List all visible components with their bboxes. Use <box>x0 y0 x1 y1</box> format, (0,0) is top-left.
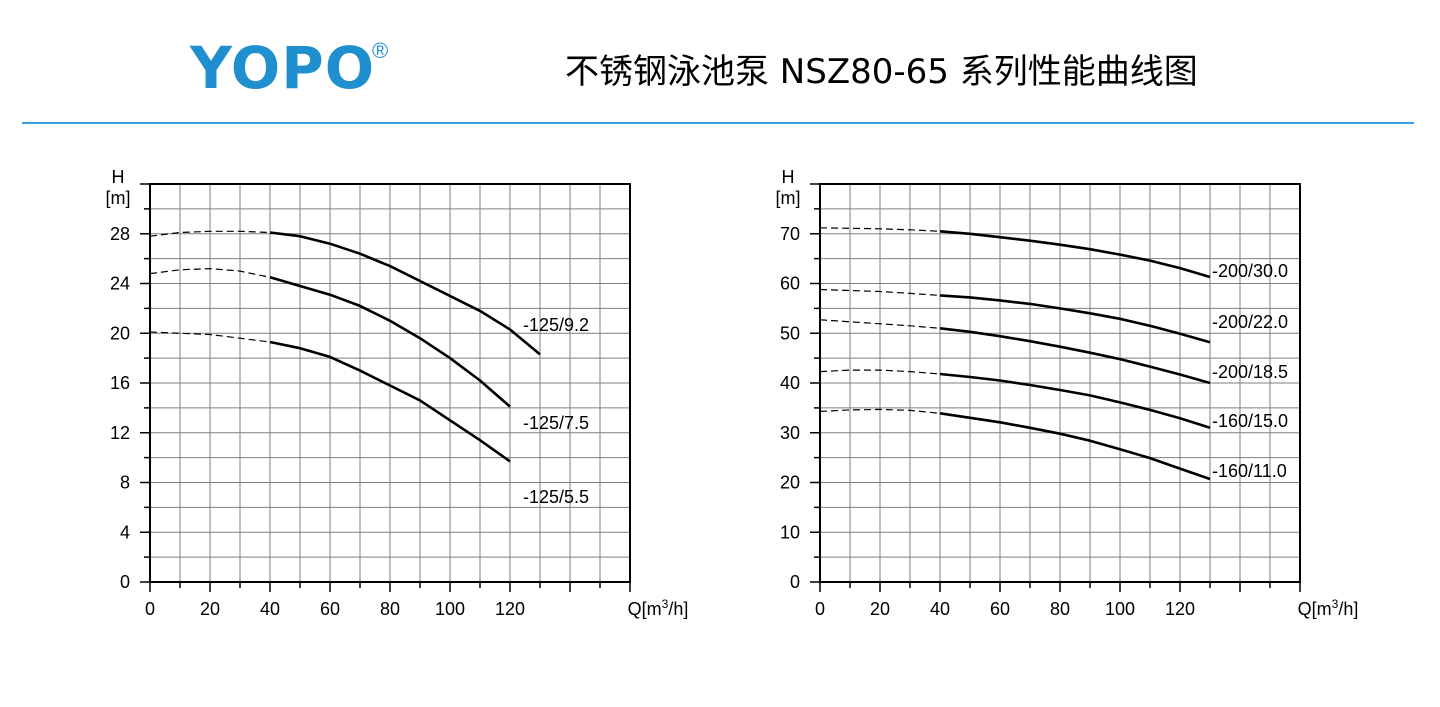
grid <box>150 184 630 582</box>
series-line-dashed <box>149 230 271 237</box>
logo-text: YOPO <box>190 34 376 102</box>
y-tick-label: 4 <box>120 522 130 542</box>
y-tick-label: 8 <box>120 473 130 493</box>
series-200-22-0 <box>819 288 1211 344</box>
y-tick-label: 30 <box>780 423 800 443</box>
series-line <box>269 231 541 356</box>
y-axis-label: H <box>112 167 125 187</box>
series-line-dashed <box>819 408 941 414</box>
brand-logo: YOPO ® <box>190 38 388 98</box>
x-axis-label: Q[m3/h] <box>628 597 689 619</box>
y-tick-label: 20 <box>780 473 800 493</box>
header-divider <box>22 122 1414 124</box>
y-tick-label: 28 <box>110 224 130 244</box>
series-label: -125/9.2 <box>523 315 589 335</box>
x-tick-label: 20 <box>200 599 220 619</box>
series-line-dashed <box>149 267 271 278</box>
x-tick-label: 40 <box>260 599 280 619</box>
x-tick-label: 120 <box>495 599 525 619</box>
series-line <box>939 294 1211 344</box>
y-tick-label: 24 <box>110 274 130 294</box>
chart-left: 0 20 40 60 80 100 120 0 4 8 12 16 20 24 28 H[m] Q[m3/h] -… <box>106 167 689 619</box>
x-tick-label: 0 <box>815 599 825 619</box>
series-line-dashed <box>149 331 271 343</box>
series-line-dashed <box>819 319 941 329</box>
registered-mark-icon: ® <box>372 38 389 63</box>
x-axis-label-part: /h] <box>1338 599 1358 619</box>
x-tick-label: 20 <box>870 599 890 619</box>
x-tick-label: 40 <box>930 599 950 619</box>
series-line-dashed <box>819 227 941 232</box>
series-label: -125/7.5 <box>523 413 589 433</box>
series-label: -200/22.0 <box>1212 312 1288 332</box>
y-tick-label: 0 <box>790 572 800 592</box>
x-tick-label: 0 <box>145 599 155 619</box>
x-axis-label-part: Q[m <box>628 599 662 619</box>
series-line <box>939 372 1211 430</box>
series-125-7-5 <box>149 267 511 408</box>
x-axis-label-sup: 3 <box>1332 597 1339 611</box>
y-tick-label: 12 <box>110 423 130 443</box>
x-tick-label: 120 <box>1165 599 1195 619</box>
y-axis-label: H <box>782 167 795 187</box>
series-160-15-0 <box>819 369 1211 430</box>
y-axis-unit: [m] <box>776 188 801 208</box>
y-tick-label: 70 <box>780 224 800 244</box>
series-line <box>269 340 511 463</box>
series-label: -200/18.5 <box>1212 362 1288 382</box>
series-125-5-5 <box>149 331 511 463</box>
series-label: -125/5.5 <box>523 487 589 507</box>
x-tick-label: 80 <box>1050 599 1070 619</box>
series-160-11-0 <box>819 408 1211 481</box>
series-line-dashed <box>819 369 941 375</box>
series-200-30-0 <box>819 227 1211 279</box>
x-axis-label: Q[m3/h] <box>1298 597 1359 619</box>
x-tick-label: 80 <box>380 599 400 619</box>
y-tick-label: 60 <box>780 274 800 294</box>
page-title: 不锈钢泳池泵 NSZ80-65 系列性能曲线图 <box>565 52 1198 92</box>
grid <box>820 184 1300 582</box>
y-tick-label: 20 <box>110 323 130 343</box>
y-tick-label: 40 <box>780 373 800 393</box>
x-tick-label: 100 <box>435 599 465 619</box>
x-axis-label-part: /h] <box>668 599 688 619</box>
y-axis-unit: [m] <box>106 188 131 208</box>
series-125-9-2 <box>149 230 541 356</box>
x-tick-label: 60 <box>320 599 340 619</box>
series-line <box>269 276 511 408</box>
series-line <box>939 230 1211 279</box>
series-line <box>939 327 1211 385</box>
y-tick-label: 16 <box>110 373 130 393</box>
series-label: -200/30.0 <box>1212 261 1288 281</box>
series-200-18-5 <box>819 319 1211 385</box>
x-tick-label: 60 <box>990 599 1010 619</box>
chart-right: 0 20 40 60 80 100 120 0 10 20 30 40 50 60 70 H[m] Q[m3/h… <box>776 167 1359 619</box>
series-label: -160/11.0 <box>1212 461 1287 481</box>
x-tick-label: 100 <box>1105 599 1135 619</box>
x-axis-label-sup: 3 <box>662 597 669 611</box>
x-axis-label-part: Q[m <box>1298 599 1332 619</box>
y-tick-label: 0 <box>120 572 130 592</box>
series-label: -160/15.0 <box>1212 411 1288 431</box>
y-tick-label: 50 <box>780 323 800 343</box>
y-tick-label: 10 <box>780 522 800 542</box>
series-line-dashed <box>819 288 941 296</box>
series-line <box>939 412 1211 481</box>
